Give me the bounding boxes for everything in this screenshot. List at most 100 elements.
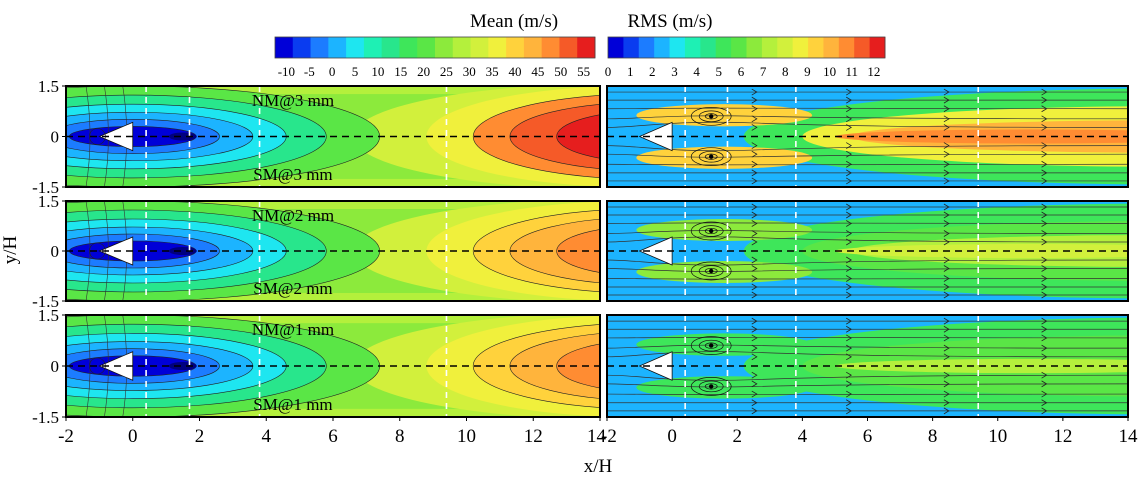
streamline	[607, 268, 1128, 272]
streamline-arrow	[846, 96, 852, 104]
vortex-contour	[704, 227, 718, 235]
x-tick-label: 12	[524, 426, 543, 447]
colorbar-tick-label: 30	[463, 64, 476, 79]
streamline-arrow	[751, 220, 758, 227]
case-label-bottom: SM@2 mm	[253, 279, 332, 298]
vortex-contour	[704, 267, 718, 275]
colorbar-swatch	[577, 37, 596, 58]
field-band	[66, 293, 600, 301]
field	[66, 201, 600, 301]
streamline-arrow	[1041, 88, 1048, 96]
colorbar-swatch	[559, 37, 578, 58]
panel-rms-row-2	[606, 200, 1129, 302]
streamline-arrow	[943, 407, 950, 415]
streamline-arrow	[943, 291, 950, 299]
y-tick-label: -1.5	[32, 408, 59, 427]
y-tick-label: 0	[51, 128, 60, 147]
colorbar-tick-label: 8	[782, 64, 789, 79]
streamline-arrow	[846, 407, 852, 415]
colorbar-swatch	[399, 37, 418, 58]
colorbar-swatch	[761, 37, 778, 58]
x-tick-label: 8	[928, 426, 938, 447]
field-contour	[556, 229, 600, 273]
panels: NM@3 mm SM@3 mm NM@2 mm SM@2 mm NM@1 mm SM@1 …	[65, 85, 1129, 418]
streamline-arrow	[846, 169, 852, 177]
streamline-arrow	[943, 238, 950, 246]
field-region	[636, 104, 813, 127]
streamline-arrow	[1041, 344, 1048, 352]
x-tick-label: 0	[128, 426, 138, 447]
colorbar-swatch	[470, 37, 489, 58]
colorbar-swatch	[746, 37, 763, 58]
field	[66, 315, 600, 417]
colorbar-tick-label: 10	[823, 64, 836, 79]
streamline	[607, 115, 1128, 120]
streamline-arrow	[846, 265, 852, 272]
colorbar-tick-label: 0	[605, 64, 612, 79]
streamline-arrow	[846, 150, 852, 158]
streamline-arrow	[846, 275, 852, 282]
x-tick-label: 8	[395, 426, 405, 447]
streamline-arrow	[751, 115, 758, 123]
colorbar-swatch	[731, 37, 747, 58]
field-band	[66, 408, 600, 417]
streamline-arrow	[751, 399, 758, 407]
streamline-arrow	[751, 275, 758, 282]
streamline-arrow	[943, 325, 950, 333]
colorbar-swatch	[654, 37, 670, 58]
streamline-arrow	[943, 265, 950, 272]
streamline-arrow	[751, 142, 758, 149]
field-contour	[556, 114, 600, 159]
vortex-contour	[698, 150, 724, 163]
vortex-contour	[698, 339, 724, 352]
streamline-arrow	[846, 142, 852, 149]
streamline-arrow	[846, 317, 852, 325]
colorbar-frame	[274, 36, 596, 59]
x-tick-label: 6	[863, 426, 873, 447]
streamline-arrow	[943, 283, 950, 291]
streamline-arrow	[751, 380, 758, 388]
streamline-arrow	[1041, 169, 1048, 177]
x-tick-label: 0	[667, 426, 677, 447]
colorbar-rms: RMS (m/s)0 1 2 3 4 5 6 7 8 9 10 11 12	[605, 11, 886, 79]
colorbar-tick-label: 10	[371, 64, 384, 79]
streamline-arrow	[751, 325, 758, 333]
vortex-contour	[698, 380, 724, 393]
field-contour-line	[85, 315, 91, 417]
y-tick-label: 1.5	[38, 306, 59, 325]
vortex-contour	[704, 342, 718, 349]
vortex-contour	[704, 383, 718, 390]
streamline-arrow	[1041, 334, 1048, 342]
streamline	[607, 145, 1128, 152]
x-tick-label: -2	[58, 426, 74, 447]
streamline-arrow	[943, 96, 950, 104]
streamline-arrow	[1041, 291, 1048, 299]
streamline	[607, 374, 1128, 381]
streamline	[607, 344, 1128, 349]
field-band	[66, 201, 600, 209]
streamline-arrow	[943, 124, 950, 131]
x-tick-label: 4	[798, 426, 808, 447]
colorbar-tick-label: 4	[693, 64, 700, 79]
streamline-arrow	[1041, 371, 1048, 379]
streamline-arrow	[943, 230, 950, 237]
streamline-arrow	[751, 265, 758, 272]
colorbar-tick-label: 45	[531, 64, 544, 79]
colorbar-tick-label: 0	[329, 64, 336, 79]
vortex-contour	[698, 265, 724, 277]
field-contour	[556, 343, 600, 389]
colorbar-swatch	[823, 37, 840, 58]
panel-frame	[606, 200, 1129, 302]
streamline-arrow	[1041, 115, 1048, 123]
streamline-arrow	[1041, 238, 1048, 246]
field-region	[636, 146, 813, 169]
streamline-arrow	[1041, 317, 1048, 325]
field	[607, 86, 1128, 187]
streamline-arrow	[1041, 325, 1048, 333]
streamline-arrow	[846, 115, 852, 123]
streamline-arrow	[1041, 220, 1048, 227]
colorbar-tick-label: 7	[760, 64, 767, 79]
streamline-arrow	[1041, 124, 1048, 131]
streamline-arrow	[1041, 353, 1048, 361]
colorbar-swatch	[381, 37, 400, 58]
